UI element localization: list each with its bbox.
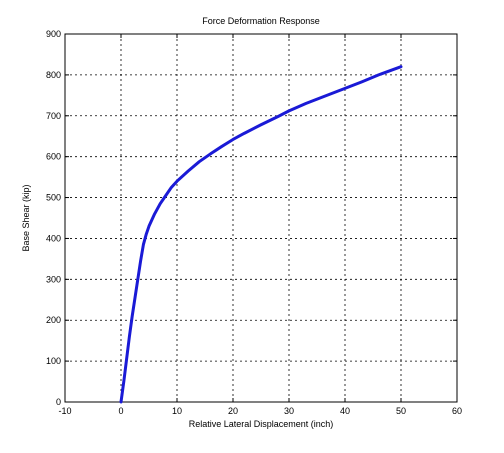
x-tick-label: 20	[228, 406, 238, 416]
y-tick-label: 600	[46, 152, 61, 162]
x-tick-label: 10	[172, 406, 182, 416]
series-layer	[119, 65, 403, 404]
y-tick-label: 400	[46, 233, 61, 243]
y-tick-label: 100	[46, 356, 61, 366]
axis-ticks: -10 0 10 20 30 40 50 60010020030040050060070080…	[46, 29, 462, 416]
y-tick-label: 700	[46, 111, 61, 121]
chart-title: Force Deformation Response	[202, 16, 320, 26]
x-tick-label: -10	[58, 406, 71, 416]
x-tick-label: 30	[284, 406, 294, 416]
series-line	[119, 65, 403, 404]
x-axis-title: Relative Lateral Displacement (inch)	[189, 419, 334, 429]
y-tick-label: 500	[46, 193, 61, 203]
y-tick-label: 0	[56, 397, 61, 407]
x-tick-label: 50	[396, 406, 406, 416]
y-tick-label: 300	[46, 274, 61, 284]
x-tick-label: 40	[340, 406, 350, 416]
y-tick-label: 800	[46, 70, 61, 80]
plot-area	[64, 33, 458, 403]
x-tick-label: 0	[118, 406, 123, 416]
x-tick-label: 60	[452, 406, 462, 416]
y-axis-title: Base Shear (kip)	[21, 184, 31, 251]
y-tick-label: 200	[46, 315, 61, 325]
y-tick-label: 900	[46, 29, 61, 39]
